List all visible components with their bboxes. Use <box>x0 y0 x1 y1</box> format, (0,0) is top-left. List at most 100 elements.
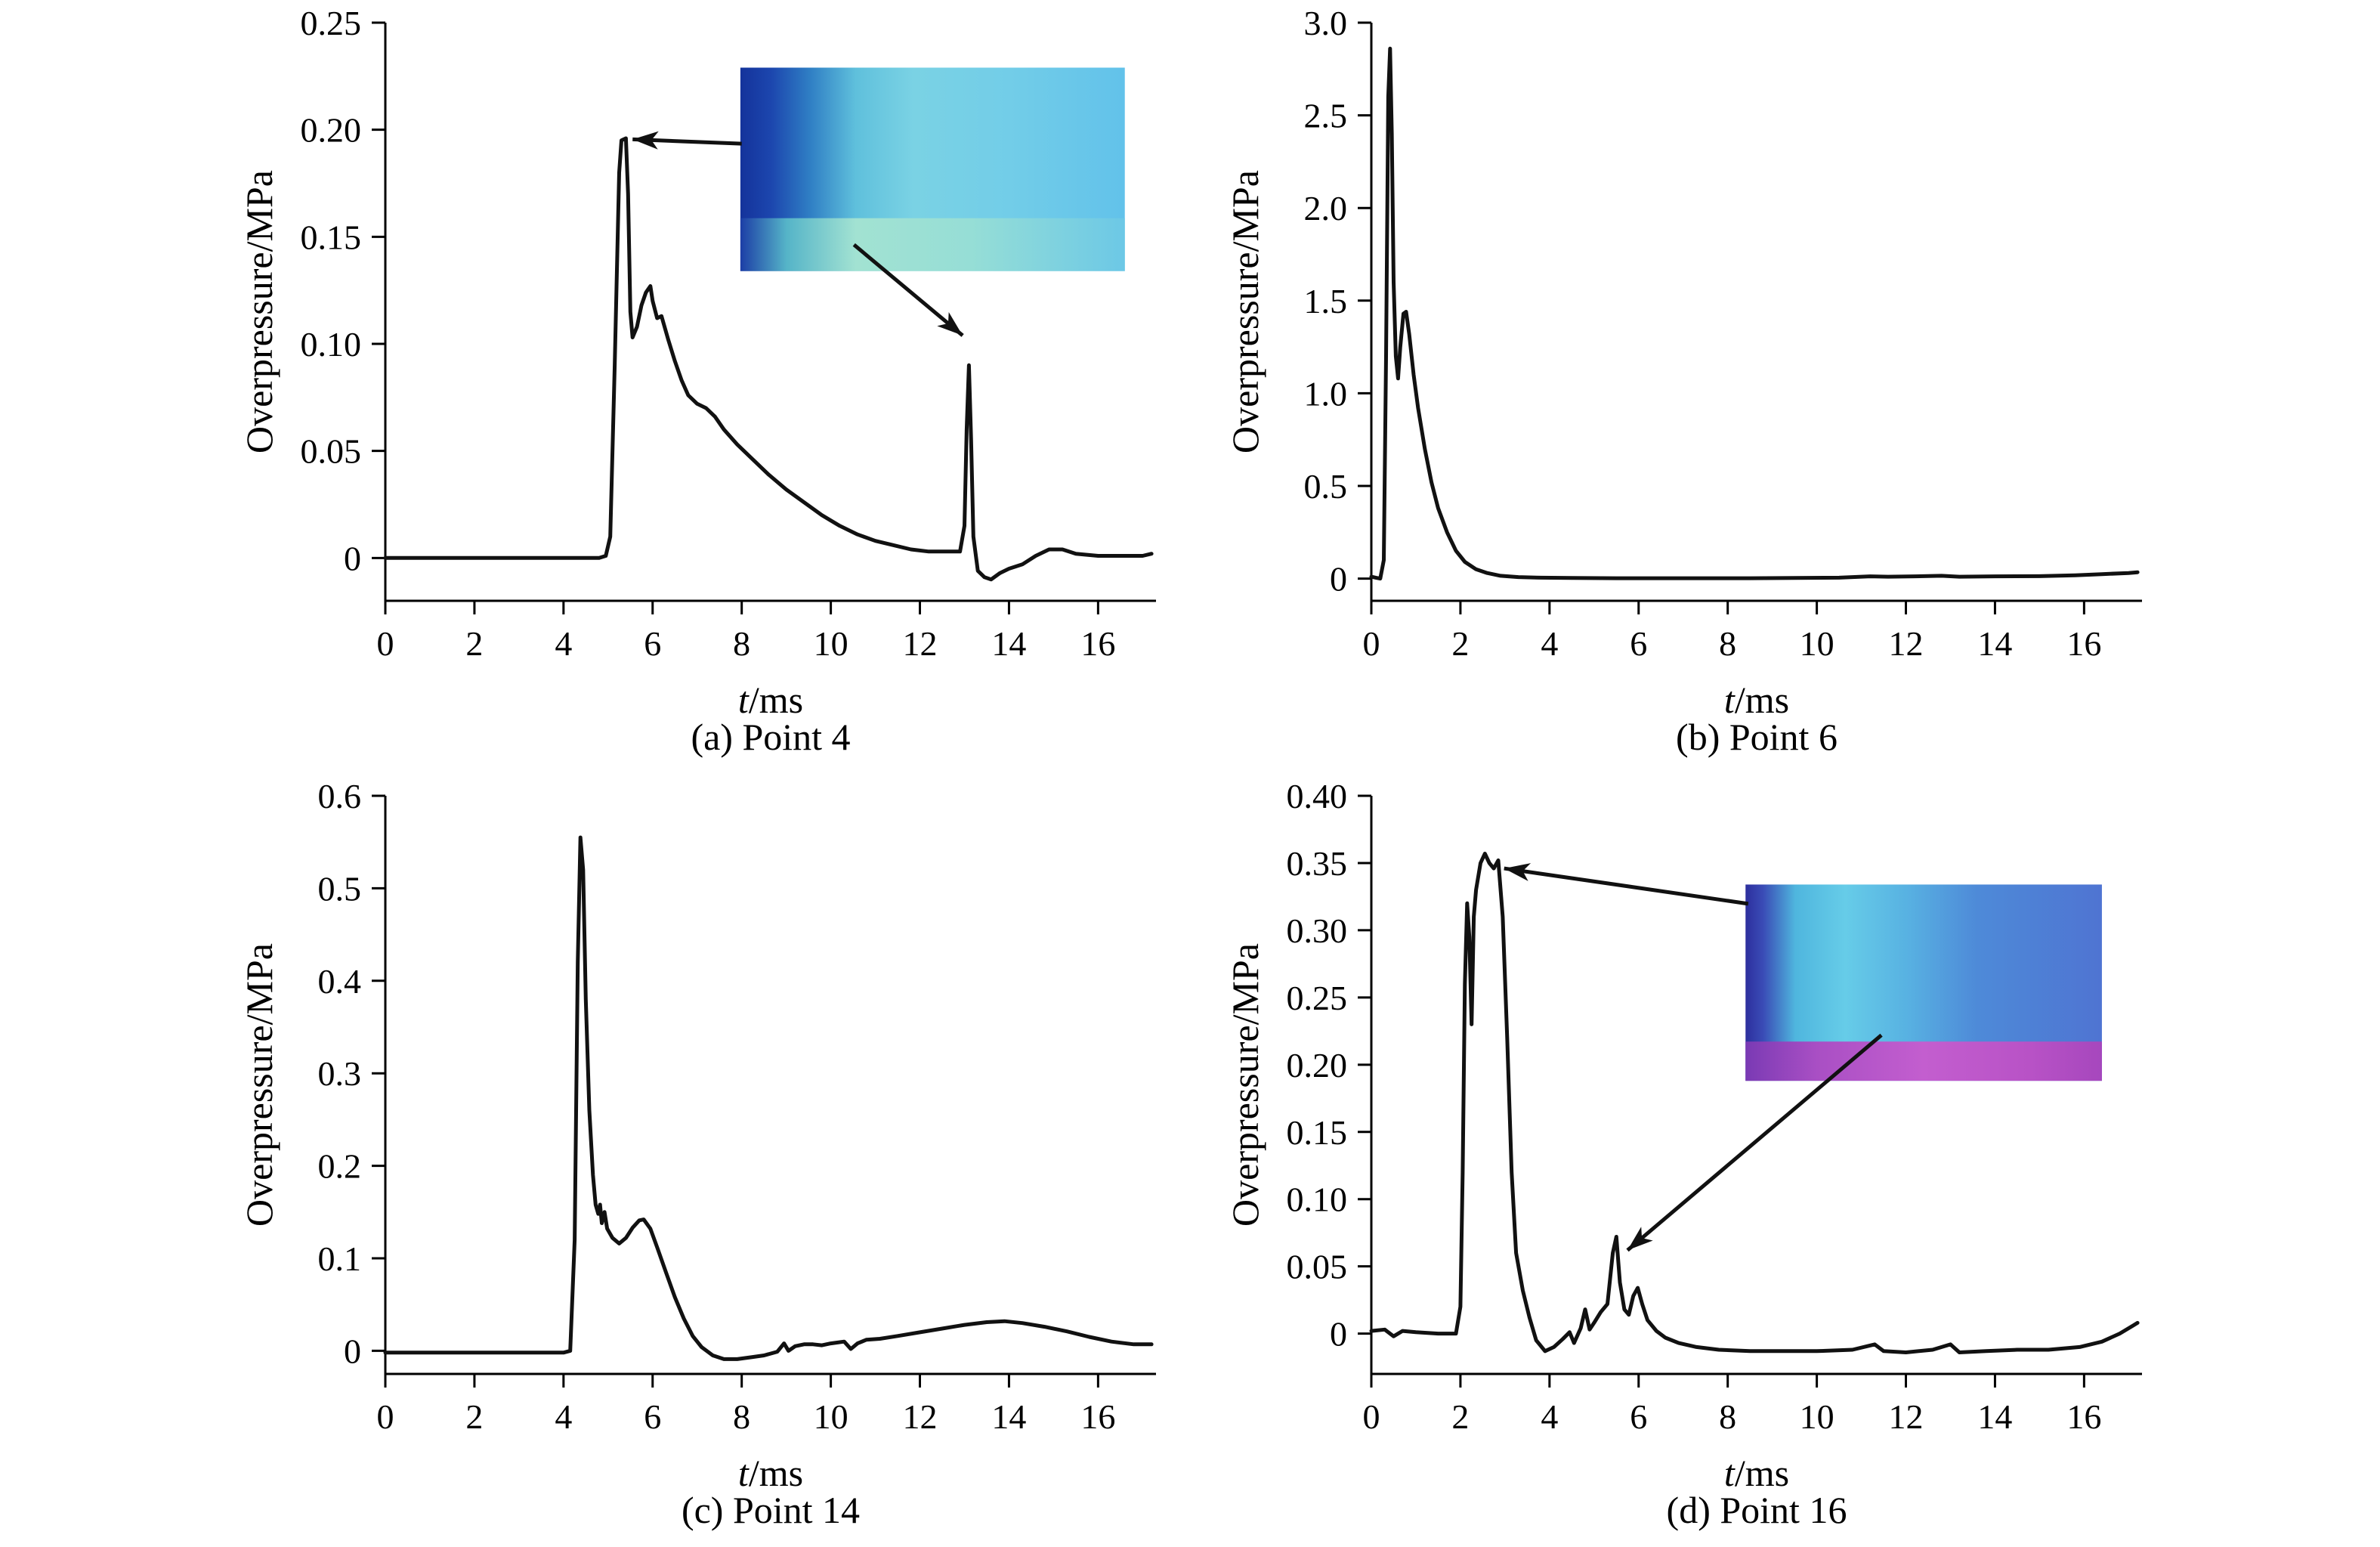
y-tick-label: 0.4 <box>318 962 362 1001</box>
y-axis-label: Overpressure/MPa <box>1224 170 1266 453</box>
x-tick-label: 2 <box>1451 1397 1469 1436</box>
y-tick-label: 0 <box>344 1332 361 1370</box>
x-tick-label: 2 <box>1451 624 1469 663</box>
y-tick-label: 0.05 <box>1287 1248 1348 1286</box>
x-tick-label: 14 <box>1977 1397 2012 1436</box>
caption-point-4: (a) Point 4 <box>691 716 851 758</box>
x-tick-label: 4 <box>555 1397 572 1436</box>
axes-a <box>372 21 1156 614</box>
caption-point-6: (b) Point 6 <box>1676 716 1838 758</box>
y-tick-label: 0.25 <box>1287 979 1348 1017</box>
y-tick-label: 0.5 <box>318 869 362 908</box>
overpressure-point-4-curve <box>383 136 1154 582</box>
y-axis-label: Overpressure/MPa <box>1224 943 1266 1227</box>
caption-point-14: (c) Point 14 <box>681 1489 861 1531</box>
y-tick-label: 1.5 <box>1304 282 1348 320</box>
chart-cell-point-16: 0 2 4 6 8 10 12 14 16 0 0.05 0.10 0.15 0.20 0.25 0.30 0.… <box>1190 773 2380 1546</box>
x-tick-label: 4 <box>555 624 572 663</box>
x-tick-label: 12 <box>903 1397 938 1436</box>
contour-inset-point-4-band <box>740 218 1125 271</box>
x-tick-label: 6 <box>1630 624 1647 663</box>
x-tick-label: 0 <box>377 1397 394 1436</box>
contour-inset-point-16-band <box>1745 1041 2102 1081</box>
x-tick-label: 6 <box>644 1397 661 1436</box>
chart-cell-point-4: 0 2 4 6 8 10 12 14 16 0 0.05 0.10 0.15 0.20 0.25 t/ms Ov… <box>0 0 1190 773</box>
x-tick-label: 16 <box>2066 1397 2101 1436</box>
y-axis-label: Overpressure/MPa <box>238 170 280 453</box>
y-tick-label: 0.35 <box>1287 844 1348 883</box>
x-tick-label: 10 <box>1800 624 1834 663</box>
chart-point-14: 0 2 4 6 8 10 12 14 16 0 0.1 0.2 0.3 0.4 0.5 0.6 t/ms Over… <box>238 777 1156 1494</box>
annotation-arrow <box>1626 1033 1883 1252</box>
x-tick-label: 16 <box>1080 1397 1115 1436</box>
y-tick-label: 2.0 <box>1304 189 1348 227</box>
x-tick-label: 10 <box>814 1397 848 1436</box>
x-tick-label: 8 <box>1719 1397 1736 1436</box>
y-tick-label: 3.0 <box>1304 4 1348 42</box>
x-tick-label: 12 <box>903 624 938 663</box>
x-tick-label: 0 <box>1363 1397 1380 1436</box>
x-tick-label: 14 <box>991 624 1026 663</box>
x-tick-label: 8 <box>733 624 750 663</box>
overpressure-point-14-curve <box>383 835 1154 1361</box>
y-tick-label: 0.10 <box>1287 1180 1348 1219</box>
x-tick-label: 12 <box>1889 624 1924 663</box>
x-tick-label: 0 <box>377 624 394 663</box>
x-tick-label: 6 <box>1630 1397 1647 1436</box>
y-tick-label: 0.3 <box>318 1054 362 1093</box>
x-tick-label: 2 <box>465 624 483 663</box>
y-tick-label: 0.40 <box>1287 777 1348 815</box>
y-axis-label: Overpressure/MPa <box>238 943 280 1227</box>
x-tick-label: 14 <box>991 1397 1026 1436</box>
y-tick-label: 0.20 <box>1287 1046 1348 1084</box>
x-tick-label: 16 <box>1080 624 1115 663</box>
y-tick-label: 0 <box>1330 560 1347 599</box>
x-tick-label: 12 <box>1889 1397 1924 1436</box>
chart-cell-point-14: 0 2 4 6 8 10 12 14 16 0 0.1 0.2 0.3 0.4 0.5 0.6 t/ms Over… <box>0 773 1190 1546</box>
y-tick-label: 0 <box>344 539 361 577</box>
axes-c <box>372 794 1156 1388</box>
y-tick-label: 1.0 <box>1304 374 1348 413</box>
y-tick-label: 0.30 <box>1287 911 1348 950</box>
chart-point-6: 0 2 4 6 8 10 12 14 16 0 0.5 1.0 1.5 2.0 2.5 3.0 t/ms Over… <box>1224 4 2142 721</box>
y-tick-label: 0.6 <box>318 777 362 815</box>
x-tick-label: 10 <box>1800 1397 1834 1436</box>
y-tick-label: 0.5 <box>1304 467 1348 506</box>
y-tick-label: 0.25 <box>301 4 362 42</box>
x-tick-label: 4 <box>1541 1397 1558 1436</box>
axes-d <box>1358 794 2142 1388</box>
x-tick-label: 2 <box>465 1397 483 1436</box>
x-tick-label: 0 <box>1363 624 1380 663</box>
annotation-arrow <box>1504 863 1749 906</box>
y-tick-label: 0.15 <box>1287 1113 1348 1152</box>
x-axis-label: t/ms <box>1724 679 1789 721</box>
y-tick-label: 0.2 <box>318 1147 362 1186</box>
x-tick-label: 10 <box>814 624 848 663</box>
chart-point-4: 0 2 4 6 8 10 12 14 16 0 0.05 0.10 0.15 0.20 0.25 t/ms Ov… <box>238 4 1156 721</box>
y-tick-label: 0 <box>1330 1315 1347 1354</box>
x-tick-label: 14 <box>1977 624 2012 663</box>
overpressure-point-16-curve <box>1369 852 2140 1354</box>
y-tick-label: 0.10 <box>301 325 362 364</box>
x-axis-label: t/ms <box>738 1452 803 1494</box>
x-axis-label: t/ms <box>1724 1452 1789 1494</box>
y-tick-label: 2.5 <box>1304 97 1348 135</box>
x-tick-label: 8 <box>1719 624 1736 663</box>
x-tick-label: 16 <box>2066 624 2101 663</box>
chart-point-16: 0 2 4 6 8 10 12 14 16 0 0.05 0.10 0.15 0.20 0.25 0.30 0.… <box>1224 777 2142 1494</box>
y-tick-label: 0.05 <box>301 432 362 471</box>
caption-point-16: (d) Point 16 <box>1666 1489 1847 1531</box>
y-tick-label: 0.15 <box>301 218 362 256</box>
x-tick-label: 4 <box>1541 624 1558 663</box>
y-tick-label: 0.20 <box>301 111 362 150</box>
annotation-arrow <box>852 243 964 337</box>
overpressure-point-6-curve <box>1369 46 2140 581</box>
chart-cell-point-6: 0 2 4 6 8 10 12 14 16 0 0.5 1.0 1.5 2.0 2.5 3.0 t/ms Over… <box>1190 0 2380 773</box>
y-tick-label: 0.1 <box>318 1239 362 1278</box>
x-axis-label: t/ms <box>738 679 803 721</box>
annotation-arrow <box>632 131 742 150</box>
x-tick-label: 6 <box>644 624 661 663</box>
axes-b <box>1358 21 2142 614</box>
x-tick-label: 8 <box>733 1397 750 1436</box>
